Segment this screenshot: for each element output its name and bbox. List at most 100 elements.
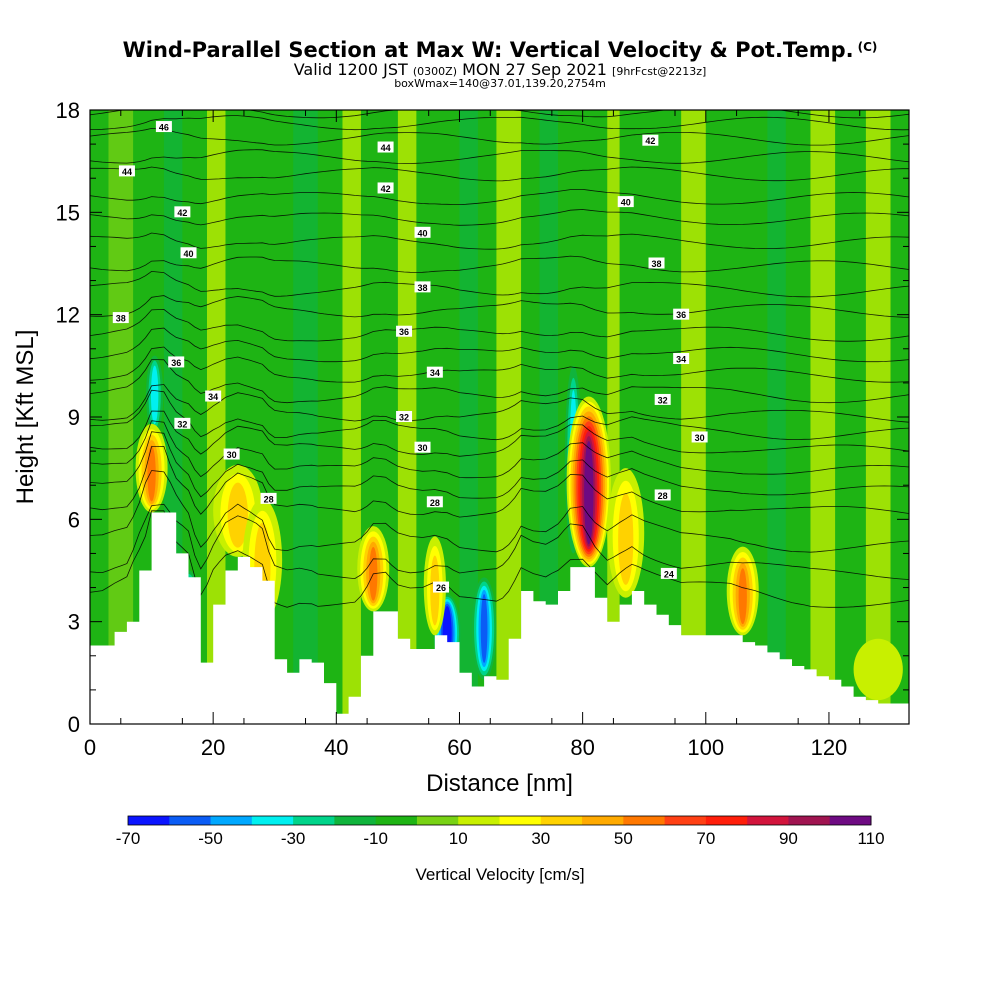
isentrope-label: 32 [396,411,413,423]
isentrope-line [90,189,909,206]
svg-text:30: 30 [418,443,428,453]
y-axis-label: Height [Kft MSL] [12,330,39,505]
colorbar-tick-label: 30 [531,829,550,848]
isentrope-line [90,166,909,182]
isentrope-label: 40 [414,226,431,238]
isentrope-label: 30 [691,431,708,443]
isentrope-label: 30 [414,441,431,453]
updraft-core [586,445,592,542]
isentrope-line [90,359,909,404]
colorbar-tick-label: -30 [281,829,306,848]
isentrope-line [90,149,909,164]
colorbar-swatch [334,816,377,825]
isentrope-line [90,445,909,518]
velocity-band [865,110,891,724]
colorbar-frame [127,815,872,826]
colorbar-swatch [747,816,789,825]
downdraft-core [150,365,159,424]
x-tick-label: 120 [811,735,848,760]
velocity-band [459,110,478,724]
y-tick-label: 6 [68,507,80,532]
isentrope-line [90,510,909,608]
svg-text:30: 30 [227,450,237,460]
svg-text:40: 40 [418,228,428,238]
isentrope-line [90,270,909,298]
colorbar-tick-label: 70 [696,829,715,848]
x-tick-label: 0 [84,735,96,760]
isentrope-label: 44 [377,141,394,153]
isentrope-line [90,346,909,383]
isentrope-label: 44 [118,165,135,177]
velocity-band [293,110,318,724]
svg-text:38: 38 [116,314,126,324]
svg-text:38: 38 [652,259,662,269]
svg-text:36: 36 [399,327,409,337]
y-tick-label: 9 [68,405,80,430]
isentrope-label: 42 [377,182,394,194]
svg-text:42: 42 [645,136,655,146]
x-tick-label: 100 [687,735,724,760]
isentrope-line [90,327,909,363]
updraft-core [618,493,634,585]
svg-text:36: 36 [676,310,686,320]
isentrope-label: 38 [112,312,129,324]
svg-text:46: 46 [159,123,169,133]
isentrope-label: 26 [433,581,449,593]
colorbar-swatch [416,816,459,825]
downdraft-core [480,594,488,663]
colorbar-swatch [829,816,872,825]
svg-text:34: 34 [208,392,218,402]
colorbar-tick-label: 50 [614,829,633,848]
isentrope-line [90,232,909,250]
velocity-band [108,110,134,724]
velocity-band [207,110,226,724]
y-tick-label: 0 [68,712,80,737]
isentrope-line [90,389,909,441]
isentrope-line [90,470,909,553]
y-tick-label: 3 [68,610,80,635]
isentrope-label: 40 [617,196,634,208]
isentrope-label: 28 [654,489,671,501]
valid-time-line: Valid 1200 JST (0300Z) MON 27 Sep 2021 [… [293,60,707,79]
x-tick-label: 80 [570,735,594,760]
colorbar-swatch [499,816,542,825]
colorbar-tick-label: 10 [449,829,468,848]
isentrope-label: 42 [174,206,191,218]
colorbar-swatch [705,816,748,825]
isentrope-label: 38 [414,281,431,293]
colorbar-swatch [375,816,418,825]
colorbar-swatch [623,816,666,825]
isentrope-line [90,384,909,423]
isentrope-line [90,255,909,273]
updraft-core [147,445,156,502]
title-mark: (C) [857,40,878,54]
svg-text:28: 28 [430,498,440,508]
svg-text:34: 34 [430,368,440,378]
velocity-band [810,110,836,724]
isentrope-label: 36 [396,325,413,337]
isentrope-label: 30 [223,448,240,460]
svg-text:28: 28 [264,494,274,504]
svg-text:30: 30 [695,433,705,443]
y-tick-label: 12 [56,303,80,328]
isentrope-line [90,115,909,131]
isentrope-label: 34 [673,353,690,365]
updraft-core [853,638,903,701]
svg-text:32: 32 [658,395,668,405]
isentrope-label: 42 [642,134,659,146]
isentrope-line [90,410,909,457]
isentrope-label: 28 [426,496,443,508]
isentrope-line [90,503,909,580]
colorbar-swatch [582,816,624,825]
svg-text:40: 40 [621,198,631,208]
velocity-band [496,110,522,724]
colorbar-tick-label: 110 [857,829,884,848]
isentrope-line [90,209,909,226]
colorbar-tick-label: -10 [363,829,388,848]
updraft-core [738,568,747,625]
isentrope-label: 24 [660,567,677,579]
y-tick-label: 15 [56,200,80,225]
svg-text:32: 32 [399,413,409,423]
chart-title: Wind-Parallel Section at Max W: Vertical… [122,38,878,62]
